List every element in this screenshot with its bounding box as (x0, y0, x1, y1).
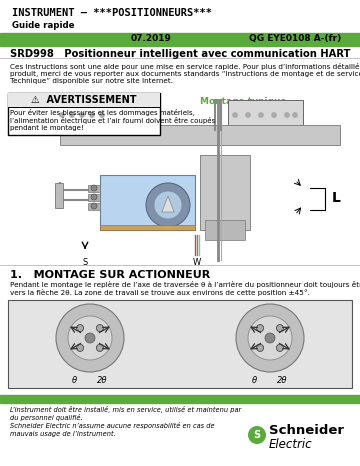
Text: ⚠  AVERTISSEMENT: ⚠ AVERTISSEMENT (31, 95, 137, 105)
Text: S: S (253, 430, 261, 440)
Bar (8, 300, 352, 388)
Text: Montage typique: Montage typique (200, 97, 287, 106)
Text: Pendant le montage le replère de l’axe de traversée θ à l’arrière du positionneu: Pendant le montage le replère de l’axe d… (10, 281, 360, 296)
Bar (0, 395, 360, 403)
Text: SRD998   Positionneur intelligent avec communication HART: SRD998 Positionneur intelligent avec com… (10, 49, 351, 59)
Circle shape (85, 333, 95, 343)
Text: Schneider: Schneider (269, 424, 344, 437)
Bar (60, 125, 340, 145)
Circle shape (248, 426, 266, 444)
Circle shape (271, 112, 276, 117)
Text: QG EYE0108 A-(fr): QG EYE0108 A-(fr) (249, 34, 341, 43)
Bar (200, 155, 250, 230)
Text: Electric: Electric (269, 438, 312, 451)
Circle shape (56, 304, 124, 372)
Circle shape (276, 344, 283, 351)
Circle shape (265, 333, 275, 343)
Circle shape (68, 316, 112, 360)
Bar (205, 220, 245, 240)
Bar (100, 225, 195, 230)
Text: L: L (332, 191, 341, 205)
Circle shape (284, 112, 289, 117)
Circle shape (80, 112, 85, 117)
Text: Ces instructions sont une aide pour une mise en service rapide. Pour plus d’info: Ces instructions sont une aide pour une … (10, 63, 360, 84)
Circle shape (91, 185, 97, 191)
Circle shape (236, 304, 304, 372)
Circle shape (276, 325, 283, 332)
Circle shape (96, 344, 103, 351)
Circle shape (146, 183, 190, 227)
Circle shape (99, 112, 104, 117)
Bar (88, 194, 100, 201)
Circle shape (77, 344, 84, 351)
Text: 2θ: 2θ (277, 376, 287, 385)
Bar (228, 100, 303, 130)
Text: S: S (82, 258, 87, 267)
Text: θ: θ (71, 376, 77, 385)
Circle shape (246, 112, 251, 117)
Bar (100, 175, 195, 230)
Circle shape (91, 203, 97, 209)
Text: L’instrument doit être installé, mis en service, utilisé et maintenu par
du pers: L’instrument doit être installé, mis en … (10, 406, 241, 437)
Text: θ: θ (251, 376, 257, 385)
Circle shape (91, 194, 97, 200)
Text: 1.   MONTAGE SUR ACTIONNEUR: 1. MONTAGE SUR ACTIONNEUR (10, 270, 210, 280)
Circle shape (258, 112, 264, 117)
Circle shape (233, 112, 238, 117)
Circle shape (292, 112, 297, 117)
Text: Guide rapide: Guide rapide (12, 21, 75, 30)
Text: INSTRUMENT – ***POSITIONNEURS***: INSTRUMENT – ***POSITIONNEURS*** (12, 8, 212, 18)
Circle shape (90, 112, 94, 117)
Circle shape (257, 344, 264, 351)
Circle shape (248, 316, 292, 360)
Bar (88, 185, 100, 192)
Text: 07.2019: 07.2019 (131, 34, 172, 43)
Bar (8, 93, 160, 107)
Bar (0, 33, 360, 46)
Polygon shape (162, 196, 174, 212)
Circle shape (96, 325, 103, 332)
Bar (88, 203, 100, 210)
Bar (55, 183, 63, 208)
Text: 2θ: 2θ (97, 376, 107, 385)
Circle shape (257, 325, 264, 332)
Circle shape (59, 112, 64, 117)
Text: Pour éviter les blessures et les dommages matériels,
l’alimentation électrique e: Pour éviter les blessures et les dommage… (10, 109, 215, 131)
Text: W: W (193, 258, 201, 267)
Bar (55, 100, 110, 130)
Circle shape (69, 112, 75, 117)
Bar (8, 93, 160, 135)
Circle shape (77, 325, 84, 332)
Circle shape (154, 191, 182, 219)
